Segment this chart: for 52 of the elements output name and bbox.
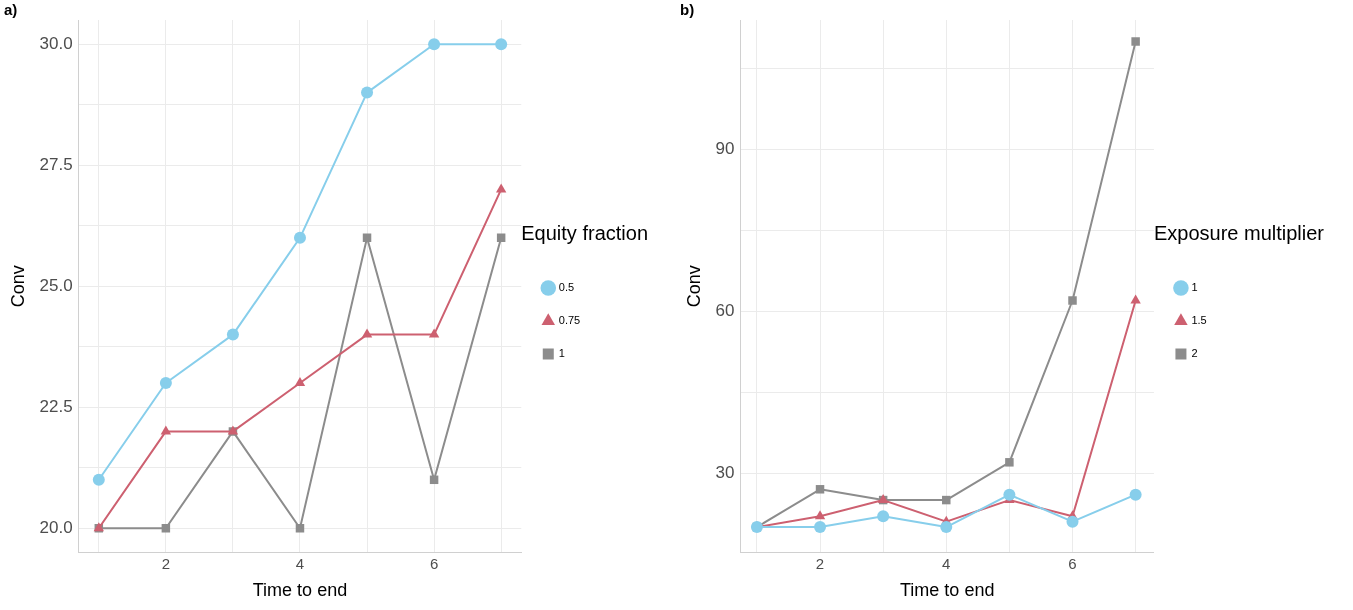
y-tick-label: 25.0 (39, 275, 73, 295)
point (1129, 488, 1142, 501)
x-tick-label: 4 (942, 554, 951, 572)
point (1131, 37, 1140, 46)
point (814, 510, 826, 520)
y-axis-title: Conv (7, 265, 28, 308)
legend-title: Equity fraction (521, 222, 649, 245)
y-tick-label: 20.0 (39, 517, 73, 537)
point (1066, 515, 1079, 528)
y-tick-label: 90 (715, 139, 735, 159)
x-tick-label: 6 (1068, 554, 1077, 572)
point (495, 38, 508, 51)
x-tick-label: 6 (429, 554, 439, 572)
point (159, 377, 172, 389)
point (1005, 458, 1014, 467)
legend-label: 0.5 (558, 281, 575, 294)
y-tick-label: 60 (715, 300, 735, 320)
point (815, 485, 825, 494)
point (940, 521, 953, 534)
point (92, 473, 105, 486)
point (160, 425, 172, 435)
x-tick-label: 2 (161, 554, 171, 572)
y-tick-label: 22.5 (39, 396, 73, 416)
legend-label: 2 (1191, 347, 1198, 360)
legend-title: Exposure multiplier (1153, 222, 1325, 245)
point (361, 86, 374, 99)
point (361, 328, 373, 338)
y-tick-label: 30 (715, 462, 735, 482)
y-tick-label: 30.0 (39, 33, 73, 53)
point (1068, 296, 1077, 305)
x-axis-title: Time to end (252, 580, 348, 601)
x-tick-label: 2 (815, 554, 825, 572)
point (814, 521, 827, 534)
legend-label: 1.5 (1191, 314, 1207, 327)
point (428, 38, 441, 51)
point (428, 328, 440, 338)
legend-label: 1 (1191, 281, 1198, 294)
y-axis-title: Conv (683, 265, 704, 308)
chart-title: b) (680, 1, 695, 19)
point (877, 510, 890, 523)
point (495, 183, 507, 193)
y-tick-label: 27.5 (39, 154, 73, 174)
point (294, 377, 306, 386)
point (293, 231, 306, 244)
chart-title: a) (4, 1, 18, 19)
point (226, 328, 239, 341)
point (1003, 488, 1016, 501)
legend-label: 0.75 (558, 314, 581, 327)
legend-label: 1 (558, 347, 565, 360)
point (942, 495, 951, 505)
x-axis-title: Time to end (900, 580, 995, 601)
x-tick-label: 4 (295, 554, 305, 572)
